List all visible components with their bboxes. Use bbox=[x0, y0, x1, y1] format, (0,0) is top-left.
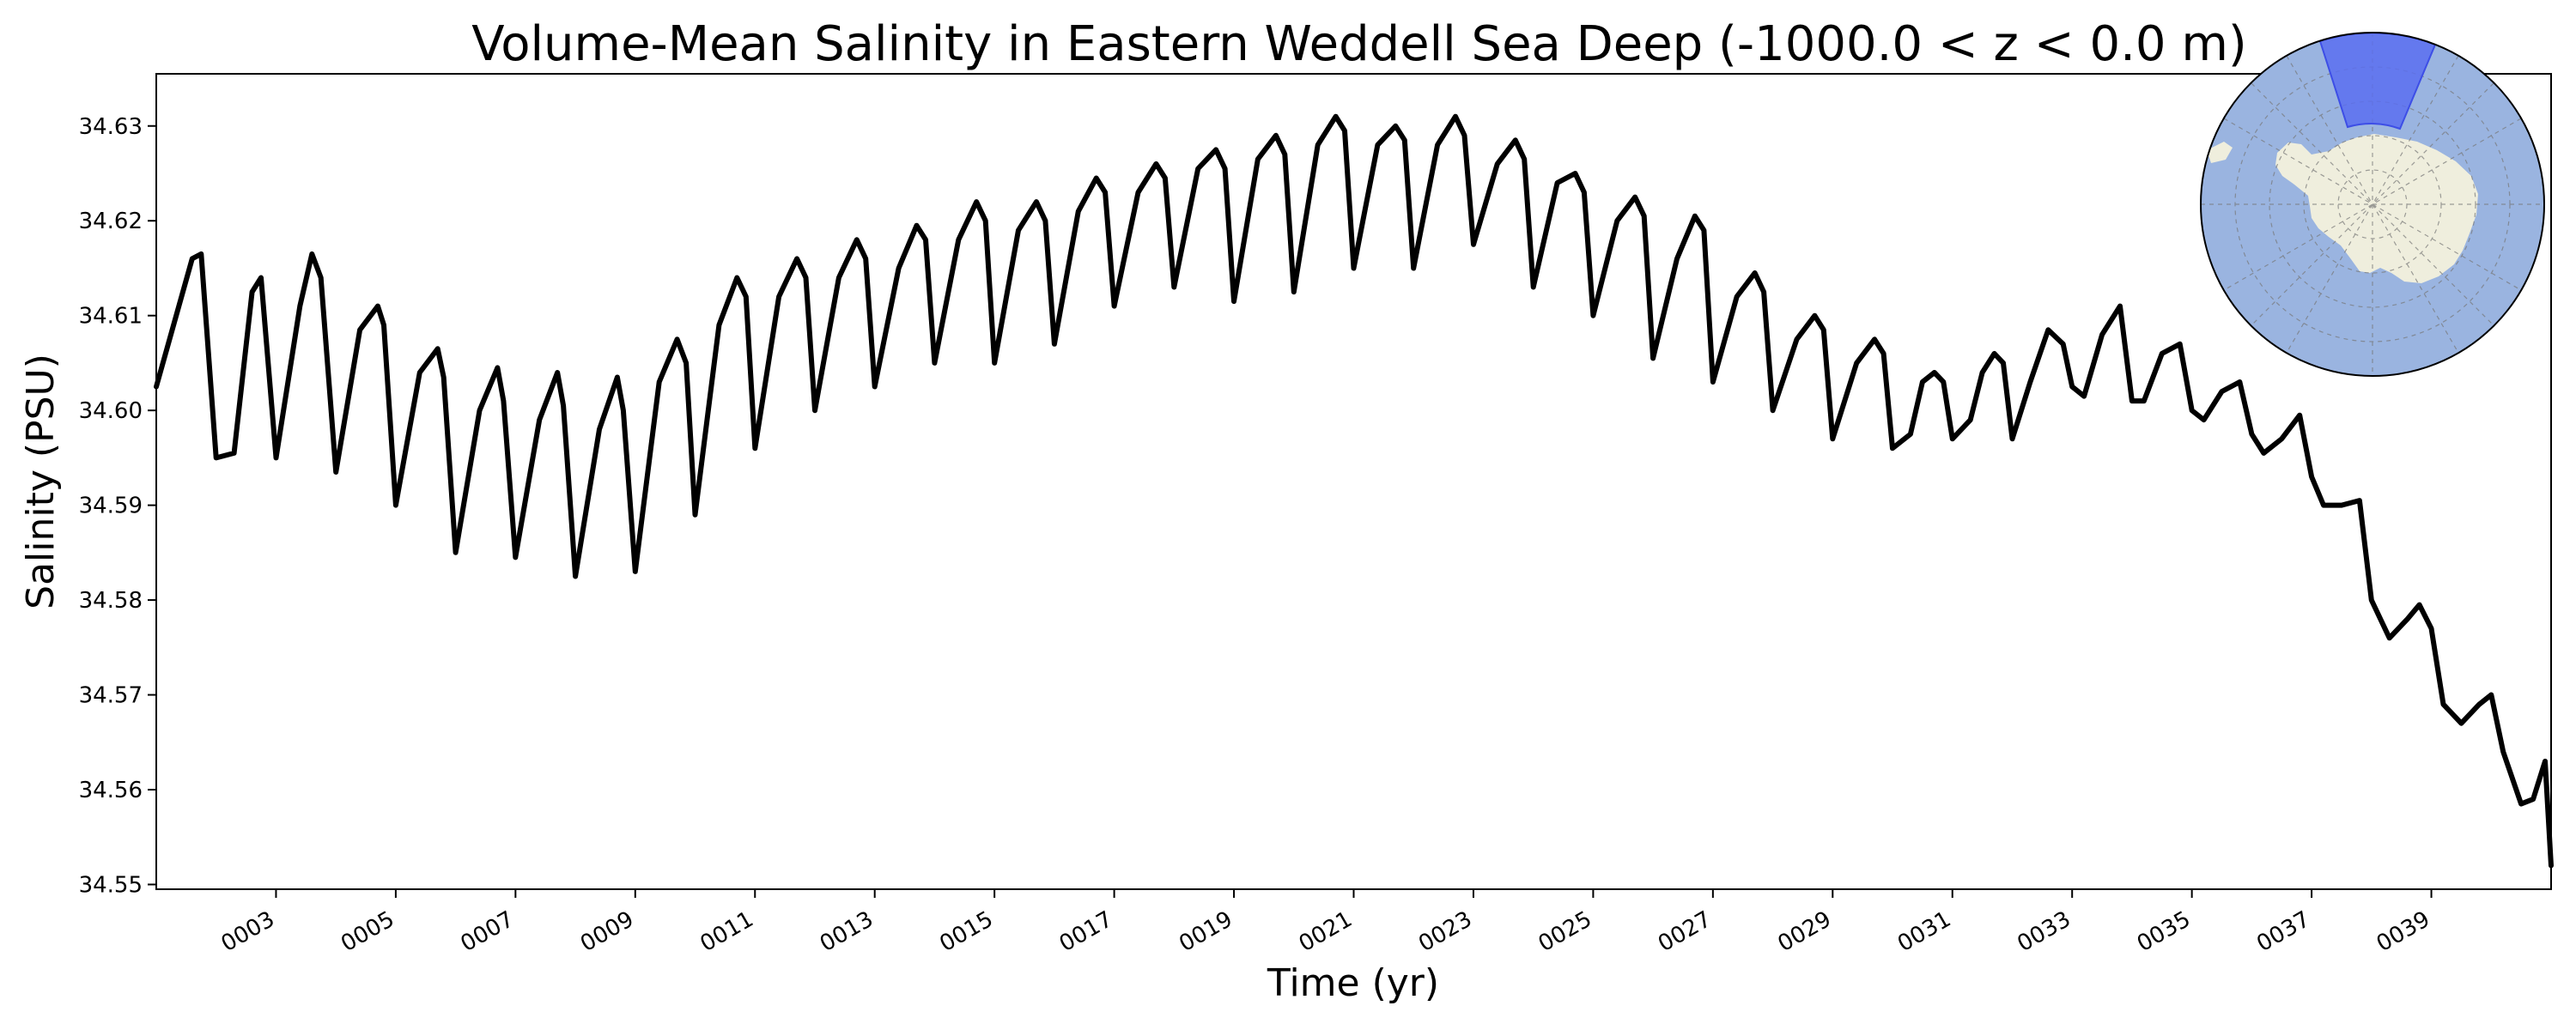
y-tick-label: 34.58 bbox=[79, 588, 143, 614]
map-graticule bbox=[2201, 33, 2544, 376]
x-tick-label: 0007 bbox=[457, 906, 519, 957]
y-tick-label: 34.59 bbox=[79, 494, 143, 519]
y-tick-label: 34.61 bbox=[79, 304, 143, 330]
x-tick-label: 0015 bbox=[935, 906, 997, 957]
y-axis: 34.55 34.56 34.57 34.58 34.59 34.60 34.61 34.62… bbox=[79, 114, 156, 898]
map-border bbox=[2200, 32, 2545, 377]
y-tick-label: 34.55 bbox=[79, 872, 143, 898]
salinity-series-line bbox=[154, 113, 2554, 869]
x-tick-label: 0037 bbox=[2252, 906, 2314, 957]
x-tick-label: 0035 bbox=[2133, 906, 2195, 957]
x-axis: 0003 0005 0007 0009 0011 0013 0015 0017 0019 0021… bbox=[217, 889, 2434, 957]
plot-area-frame bbox=[155, 73, 2552, 890]
x-tick-label: 0009 bbox=[576, 906, 638, 957]
south-america-tip bbox=[2207, 142, 2233, 163]
y-tick-label: 34.57 bbox=[79, 683, 143, 709]
x-tick-label: 0005 bbox=[337, 906, 398, 957]
y-tick-label: 34.56 bbox=[79, 778, 143, 803]
x-tick-label: 0033 bbox=[2013, 906, 2075, 957]
x-tick-label: 0003 bbox=[217, 906, 279, 957]
x-tick-label: 0023 bbox=[1414, 906, 1476, 957]
y-tick-label: 34.62 bbox=[79, 209, 143, 234]
chart-title: Volume-Mean Salinity in Eastern Weddell … bbox=[471, 16, 2246, 72]
y-tick-label: 34.63 bbox=[79, 114, 143, 140]
x-tick-label: 0025 bbox=[1534, 906, 1596, 957]
x-tick-label: 0021 bbox=[1295, 906, 1357, 957]
x-tick-label: 0039 bbox=[2372, 906, 2434, 957]
x-tick-label: 0013 bbox=[816, 906, 878, 957]
inset-map bbox=[2200, 32, 2545, 377]
x-tick-label: 0029 bbox=[1773, 906, 1835, 957]
x-axis-label: Time (yr) bbox=[1267, 961, 1439, 1005]
y-axis-label: Salinity (PSU) bbox=[19, 354, 63, 609]
x-tick-label: 0017 bbox=[1055, 906, 1117, 957]
x-tick-label: 0011 bbox=[696, 906, 757, 957]
y-tick-label: 34.60 bbox=[79, 398, 143, 424]
x-tick-label: 0027 bbox=[1654, 906, 1716, 957]
x-tick-label: 0019 bbox=[1175, 906, 1236, 957]
x-tick-label: 0031 bbox=[1893, 906, 1955, 957]
